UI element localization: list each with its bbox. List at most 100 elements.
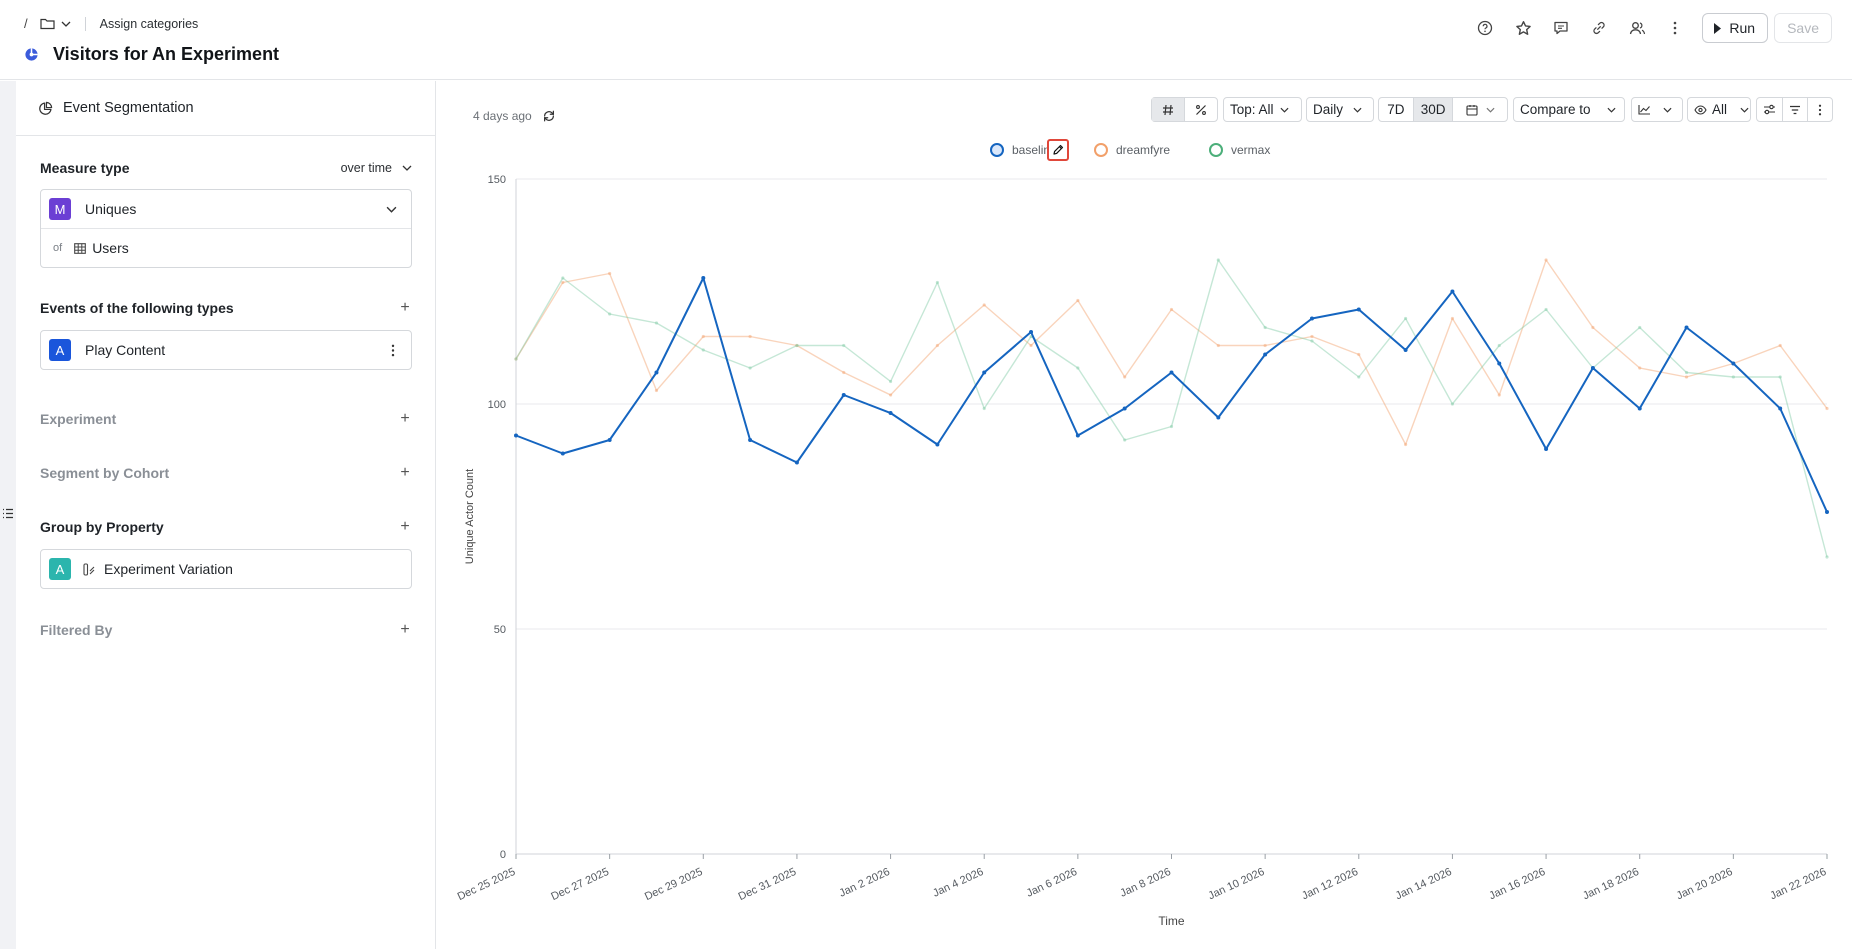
add-segment-button[interactable]: + [400,464,410,481]
chevron-down-icon [1280,107,1289,113]
chevron-down-icon [386,206,397,213]
settings-button[interactable] [1757,98,1782,121]
list-toggle-icon[interactable] [2,508,14,519]
sidebar-header[interactable]: Event Segmentation [16,81,435,136]
pencil-icon [1053,144,1064,155]
star-icon[interactable] [1504,14,1542,42]
page-title[interactable]: Visitors for An Experiment [53,44,280,64]
event-label: Play Content [85,342,166,358]
last-updated: 4 days ago [473,109,556,123]
add-group-button[interactable]: + [400,518,410,535]
data-point-dreamfyre [842,370,846,375]
data-point-baselin [1403,348,1408,352]
group-item[interactable]: A Experiment Variation [40,549,412,589]
data-point-baselin [1637,406,1642,411]
data-point-baselin [1309,316,1314,321]
add-experiment-button[interactable]: + [400,410,410,427]
folder-selector[interactable] [40,17,71,30]
sliders-icon [1764,104,1775,115]
event-item[interactable]: A Play Content [40,330,412,370]
breadcrumb-root[interactable]: / [24,16,28,31]
data-point-dreamfyre [561,280,565,285]
metric-select[interactable]: M Uniques [41,190,411,229]
series-line-baselin [515,277,1828,513]
x-tick-label: Jan 2 2026 [837,866,891,900]
data-point-vermax [1216,258,1220,262]
data-point-dreamfyre [1544,258,1548,262]
legend-swatch [990,143,1004,157]
more-vertical-icon[interactable] [1656,14,1694,42]
data-point-baselin [1263,352,1268,357]
data-point-dreamfyre [1825,406,1829,411]
data-point-vermax [701,348,705,352]
percent-mode-button[interactable] [1184,98,1217,121]
x-tick-label: Jan 20 2026 [1675,866,1735,902]
save-button[interactable]: Save [1774,13,1832,43]
top-select[interactable]: Top: All [1223,97,1302,122]
filter-button[interactable] [1782,98,1807,121]
filter-title-row: Filtered By + [40,621,412,639]
data-point-vermax [888,379,893,384]
entity-row[interactable]: of Users [41,229,411,267]
legend-item-dreamfyre[interactable]: dreamfyre [1094,143,1170,157]
more-vertical-icon[interactable] [391,344,395,357]
data-point-baselin [654,370,659,375]
range-7d-button[interactable]: 7D [1387,102,1405,117]
data-point-vermax [1357,375,1361,379]
run-label: Run [1729,20,1756,36]
chart-panel: 4 days ago Top: All Daily 7D 30D Compa [437,81,1852,949]
top-header: / Assign categories Visitors for An Expe… [0,0,1852,80]
users-icon[interactable] [1618,14,1656,42]
legend-item-vermax[interactable]: vermax [1209,143,1270,157]
assign-categories-link[interactable]: Assign categories [99,16,199,31]
experiment-title-row: Experiment + [40,410,412,428]
data-point-vermax [608,312,612,316]
rename-series-button[interactable] [1047,139,1069,161]
data-point-dreamfyre [608,271,612,276]
data-point-vermax [1263,325,1267,330]
data-point-dreamfyre [1450,316,1455,321]
updated-label: 4 days ago [473,109,532,123]
range-30d-button[interactable]: 30D [1412,98,1453,121]
visibility-select[interactable]: All [1687,97,1751,122]
data-point-baselin [1825,510,1829,514]
data-point-vermax [1450,402,1455,406]
add-filter-button[interactable]: + [400,621,410,638]
refresh-icon[interactable] [542,109,556,123]
interval-label: Daily [1313,102,1344,117]
data-point-vermax [1123,438,1127,442]
data-point-baselin [1029,330,1034,334]
chevron-down-icon [1607,107,1616,113]
chart-options-group [1756,97,1833,122]
x-tick-label: Jan 12 2026 [1300,866,1360,902]
data-point-baselin [1122,406,1127,411]
y-tick-label: 50 [494,624,506,636]
compare-select[interactable]: Compare to [1513,97,1625,122]
data-point-dreamfyre [795,343,799,348]
link-icon[interactable] [1580,14,1618,42]
property-icon [83,562,95,576]
data-point-dreamfyre [514,357,518,361]
group-title-row: Group by Property + [40,518,412,536]
filter-title: Filtered By [40,622,113,638]
data-point-vermax [1497,343,1501,348]
measure-mode-select[interactable]: over time [341,161,412,175]
comment-icon[interactable] [1542,14,1580,42]
x-axis-label: Time [1158,914,1185,928]
chevron-down-icon [1353,107,1362,113]
help-icon[interactable] [1466,14,1504,42]
interval-select[interactable]: Daily [1306,97,1374,122]
chart-type-select[interactable] [1631,97,1683,122]
more-options-button[interactable] [1807,98,1832,121]
number-mode-button[interactable] [1152,98,1185,121]
x-tick-label: Dec 29 2025 [643,866,705,903]
legend-item-baseline[interactable]: baselin [990,143,1050,157]
date-picker-button[interactable] [1452,98,1507,121]
x-tick-label: Dec 31 2025 [737,866,799,903]
data-point-baselin [1778,406,1783,411]
calendar-icon [1466,104,1478,116]
x-tick-label: Jan 10 2026 [1206,866,1266,902]
data-point-vermax [1638,325,1642,330]
run-button[interactable]: Run [1702,13,1769,43]
add-event-button[interactable]: + [400,299,410,316]
